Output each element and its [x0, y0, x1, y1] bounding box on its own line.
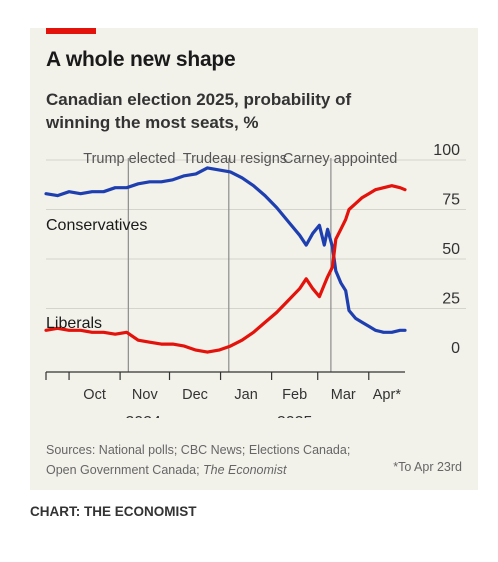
series-lines — [44, 166, 407, 354]
y-tick-label-0: 0 — [451, 340, 460, 357]
y-tick-label-25: 25 — [442, 291, 460, 308]
sources-italic: The Economist — [203, 463, 287, 477]
line-chart: 0 25 50 75 100 Trump elected Trudeau resignsCa… — [44, 142, 466, 418]
x-tick-label-3: Jan — [234, 387, 257, 403]
date-footnote: *To Apr 23rd — [393, 460, 462, 474]
y-tick-label-50: 50 — [442, 241, 460, 258]
x-tick-label-4: Feb — [282, 387, 307, 403]
chart-title: A whole new shape — [46, 48, 236, 71]
x-axis: Oct Nov Dec Jan Feb Mar Apr* 2024 2025 — [45, 371, 405, 418]
event-label-2: Carney appointed — [283, 151, 397, 167]
series-line-liberals — [44, 184, 407, 354]
chart-labels: 0 25 50 75 100 Trump elected Trudeau resignsCa… — [46, 142, 460, 357]
x-tick-label-6: Apr* — [373, 387, 402, 403]
x-tick-label-5: Mar — [331, 387, 356, 403]
sources-text: Sources: National polls; CBC News; Elect… — [46, 443, 351, 477]
y-tick-label-75: 75 — [442, 192, 460, 209]
series-label-liberals: Liberals — [46, 315, 102, 332]
chart-credit: CHART: THE ECONOMIST — [30, 504, 197, 519]
gridlines — [46, 159, 466, 309]
series-line-conservatives — [44, 166, 407, 334]
year-label-2025: 2025 — [277, 414, 313, 418]
y-tick-label-100: 100 — [433, 142, 460, 159]
x-tick-label-0: Oct — [83, 387, 106, 403]
x-tick-label-2: Dec — [182, 387, 208, 403]
event-label-0: Trump elected — [83, 151, 175, 167]
x-tick-label-1: Nov — [132, 387, 159, 403]
series-label-conservatives: Conservatives — [46, 217, 147, 234]
event-markers — [127, 158, 332, 372]
chart-subtitle: Canadian election 2025, probability of w… — [46, 90, 352, 132]
event-label-1: Trudeau resigns — [183, 151, 287, 167]
accent-bar — [46, 28, 96, 34]
chart-card: A whole new shape Canadian election 2025… — [30, 28, 478, 490]
year-label-2024: 2024 — [125, 414, 161, 418]
sources-note: Sources: National polls; CBC News; Elect… — [46, 440, 366, 480]
